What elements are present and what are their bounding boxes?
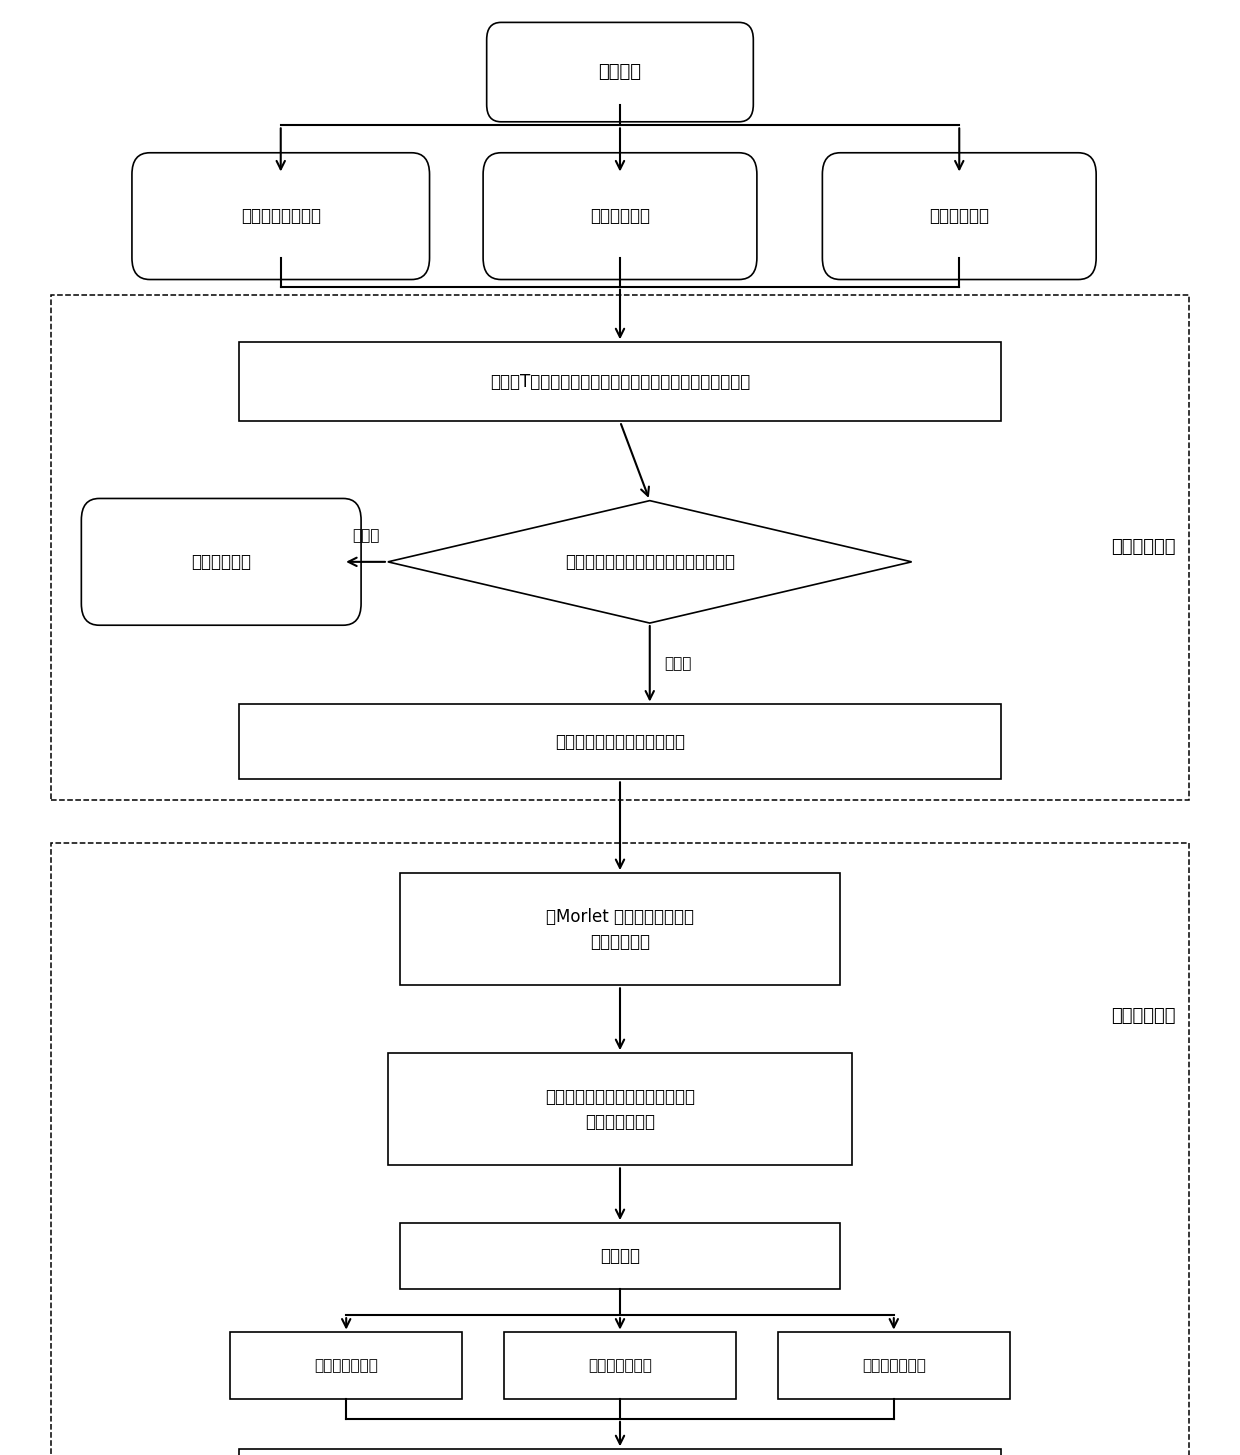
Bar (231, 1333, 463, 1398)
FancyBboxPatch shape (131, 153, 429, 279)
Polygon shape (388, 501, 911, 623)
Bar (51, 295, 1189, 800)
Text: 牵引电机: 牵引电机 (599, 63, 641, 81)
Text: 定子电流测量: 定子电流测量 (929, 207, 990, 226)
Bar (51, 842, 1189, 1455)
Bar (239, 704, 1001, 780)
Text: 丢弃缓存数据: 丢弃缓存数据 (191, 553, 252, 570)
Bar (777, 1333, 1009, 1398)
Text: 车载分析系统: 车载分析系统 (1111, 538, 1176, 556)
Text: 复Morlet 小波滤波器组滤波
并计算谱峨度: 复Morlet 小波滤波器组滤波 并计算谱峨度 (546, 908, 694, 950)
Text: 有报警: 有报警 (665, 656, 692, 671)
Text: 径向振动包络谱: 径向振动包络谱 (862, 1358, 926, 1374)
Text: 地面分析系统: 地面分析系统 (1111, 1007, 1176, 1024)
Text: 时长为T的平稳工况下三向振动信号截取并缓存在硬件单元: 时长为T的平稳工况下三向振动信号截取并缓存在硬件单元 (490, 372, 750, 391)
Text: 转速信号采集: 转速信号采集 (590, 207, 650, 226)
FancyBboxPatch shape (484, 153, 756, 279)
Bar (503, 1333, 737, 1398)
Text: 缓存数据传输至地面分析系统: 缓存数据传输至地面分析系统 (556, 733, 684, 751)
Bar (239, 1449, 1001, 1455)
Bar (239, 342, 1001, 422)
Bar (399, 1224, 841, 1289)
Text: 前向振动包络谱: 前向振动包络谱 (314, 1358, 378, 1374)
Text: 计算三向振动的复合指标并比对工况表: 计算三向振动的复合指标并比对工况表 (564, 553, 735, 570)
Bar (399, 873, 841, 985)
FancyBboxPatch shape (82, 499, 361, 626)
Text: 选取谱峨度最大的带宽及中心频率
对信号进行滤波: 选取谱峨度最大的带宽及中心频率 对信号进行滤波 (546, 1088, 694, 1131)
FancyBboxPatch shape (486, 22, 754, 122)
Text: 包络解调: 包络解调 (600, 1247, 640, 1266)
Bar (388, 1053, 852, 1165)
Text: 三向振动信号采集: 三向振动信号采集 (241, 207, 321, 226)
Text: 垂向振动包络谱: 垂向振动包络谱 (588, 1358, 652, 1374)
Text: 无报警: 无报警 (352, 528, 379, 543)
FancyBboxPatch shape (822, 153, 1096, 279)
